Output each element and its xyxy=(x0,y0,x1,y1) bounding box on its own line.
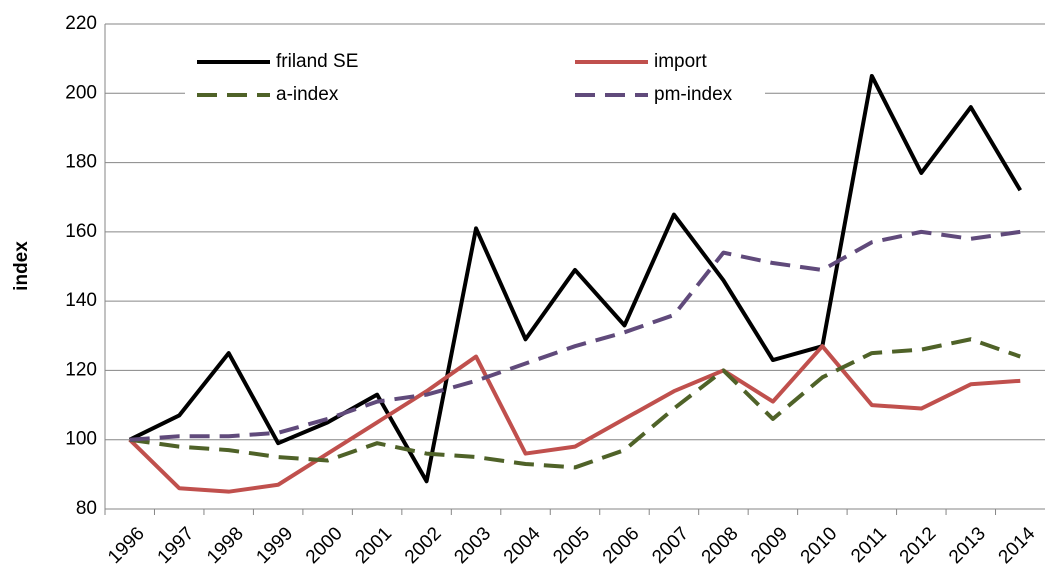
y-tick-label: 160 xyxy=(65,221,97,242)
y-tick-label: 180 xyxy=(65,152,97,173)
x-tick-label: 1996 xyxy=(104,523,149,568)
x-tick-label: 2003 xyxy=(450,523,495,568)
legend-label: import xyxy=(654,51,708,72)
series-line xyxy=(128,344,1021,494)
x-tick-label: 1999 xyxy=(252,523,297,568)
x-tick-label: 2006 xyxy=(599,523,644,568)
series-line xyxy=(129,229,1021,442)
x-tick-label: 2000 xyxy=(302,523,347,568)
x-tick-label: 2002 xyxy=(401,523,446,568)
x-tick-label: 1998 xyxy=(203,523,248,568)
x-tick-label: 2009 xyxy=(747,523,792,568)
y-tick-label: 220 xyxy=(65,13,97,34)
x-tick-label: 2014 xyxy=(995,523,1040,568)
y-axis-label: index xyxy=(11,241,32,291)
x-tick-label: 2013 xyxy=(945,523,990,568)
x-tick-label: 2004 xyxy=(500,523,545,568)
x-tick-label: 2005 xyxy=(549,523,594,568)
y-tick-label: 100 xyxy=(65,429,97,450)
x-tick-label: 2011 xyxy=(847,523,891,567)
x-tick-label: 2012 xyxy=(896,523,941,568)
y-tick-label: 200 xyxy=(65,82,97,103)
x-tick-label: 2010 xyxy=(797,523,842,568)
series-line xyxy=(129,337,1021,470)
series-line xyxy=(128,73,1022,484)
legend-label: friland SE xyxy=(276,51,358,72)
legend-label: a-index xyxy=(276,84,339,105)
x-tick-label: 2001 xyxy=(351,523,396,568)
x-tick-label: 1997 xyxy=(154,523,199,568)
legend-label: pm-index xyxy=(654,84,733,105)
legend-box xyxy=(185,44,765,114)
y-tick-label: 80 xyxy=(76,498,97,519)
y-tick-label: 120 xyxy=(65,359,97,380)
x-tick-label: 2007 xyxy=(648,523,693,568)
y-tick-label: 140 xyxy=(65,290,97,311)
x-tick-label: 2008 xyxy=(698,523,743,568)
